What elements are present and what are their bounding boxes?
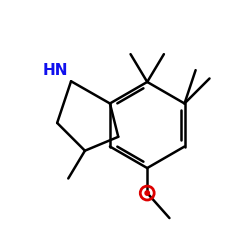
Circle shape: [145, 191, 150, 195]
Text: HN: HN: [43, 64, 68, 78]
